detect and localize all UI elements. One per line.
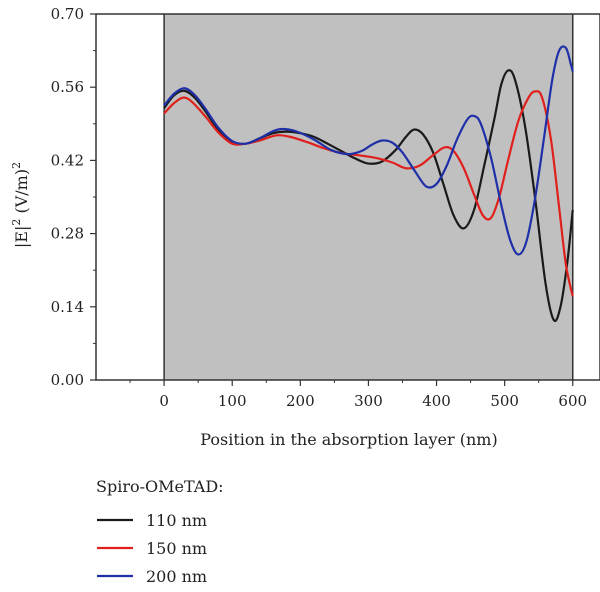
series-line-200-nm [163, 45, 574, 256]
legend: 110 nm 150 nm 200 nm [97, 511, 207, 586]
legend-label-200-nm: 200 nm [146, 567, 207, 586]
x-tick-label: 0 [159, 392, 169, 410]
legend-label-110-nm: 110 nm [146, 511, 207, 530]
tick-labels: 0 100 200 300 400 500 600 0.00 0.14 0.28 0.42 0.56 0… [51, 5, 587, 410]
legend-label-150-nm: 150 nm [146, 539, 207, 558]
y-tick-label: 0.28 [51, 225, 84, 243]
y-tick-label: 0.00 [51, 371, 84, 389]
y-tick-label: 0.42 [51, 151, 84, 169]
x-axis-title: Position in the absorption layer (nm) [200, 430, 497, 449]
series-group [163, 45, 574, 322]
x-tick-label: 100 [218, 392, 247, 410]
y-axis-title: |E|2 (V/m)2 [10, 162, 31, 248]
legend-title: Spiro-OMeTAD: [96, 477, 224, 496]
shaded-region [164, 14, 573, 380]
x-tick-label: 500 [490, 392, 519, 410]
x-tick-label: 400 [422, 392, 451, 410]
y-tick-label: 0.56 [51, 78, 84, 96]
plot-area [163, 14, 574, 380]
x-tick-label: 300 [354, 392, 383, 410]
x-tick-label: 200 [286, 392, 315, 410]
axes [90, 13, 600, 386]
y-tick-label: 0.70 [51, 5, 84, 23]
y-tick-label: 0.14 [51, 298, 84, 316]
x-tick-label: 600 [558, 392, 587, 410]
